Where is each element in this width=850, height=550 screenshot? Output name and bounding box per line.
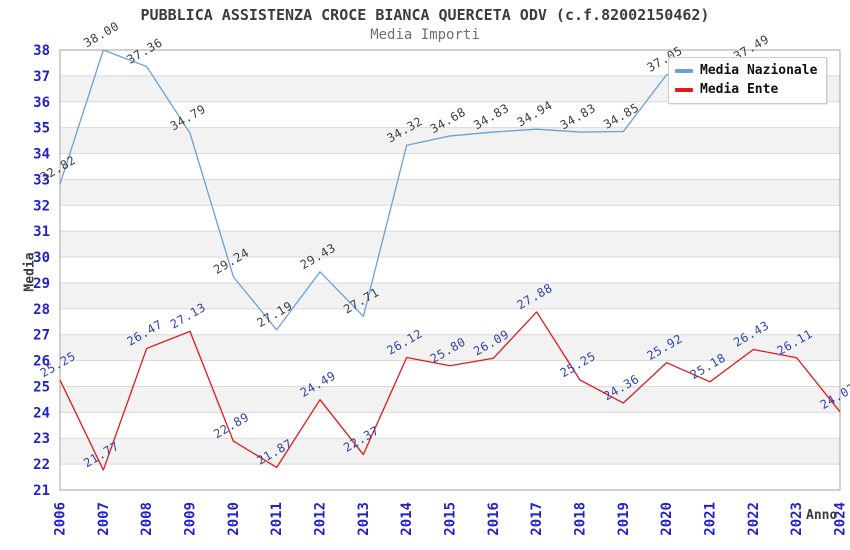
y-tick-label: 34: [33, 147, 50, 163]
x-tick-label: 2017: [529, 502, 545, 536]
x-tick-label: 2010: [226, 502, 242, 536]
legend-line-swatch-ente: [675, 87, 693, 92]
plot-band: [60, 438, 840, 465]
plot-band: [60, 386, 840, 413]
y-tick-label: 30: [33, 250, 50, 266]
plot-band: [60, 464, 840, 490]
x-tick-label: 2006: [53, 502, 69, 536]
y-tick-label: 21: [33, 483, 50, 499]
plot-border: [59, 49, 841, 491]
y-axis-title: Media: [22, 252, 38, 292]
x-tick-label: 2024: [833, 502, 849, 536]
y-tick-label: 28: [33, 302, 50, 318]
plot-band: [60, 153, 840, 180]
y-tick-label: 23: [33, 431, 50, 447]
x-tick-label: 2008: [139, 502, 155, 536]
x-tick-label: 2023: [789, 502, 805, 536]
legend-label-media-ente: Media Ente: [700, 82, 779, 97]
x-tick-label: 2009: [183, 502, 199, 536]
legend: Media Nazionale Media Ente: [668, 57, 828, 104]
x-tick-label: 2018: [573, 502, 589, 536]
plot-band: [60, 334, 840, 361]
x-tick-label: 2019: [616, 502, 632, 536]
y-tick-label: 33: [33, 172, 50, 188]
x-tick-label: 2015: [443, 502, 459, 536]
x-tick-label: 2011: [269, 502, 285, 536]
y-tick-label: 24: [33, 405, 50, 421]
legend-item-media-ente: Media Ente: [675, 82, 817, 97]
x-tick-label: 2016: [486, 502, 502, 536]
plot-band: [60, 308, 840, 335]
plot-band: [60, 412, 840, 439]
y-tick-label: 38: [33, 43, 50, 59]
plot-band: [60, 231, 840, 258]
y-tick-label: 25: [33, 379, 50, 395]
x-tick-label: 2020: [659, 502, 675, 536]
y-tick-label: 31: [33, 224, 50, 240]
x-tick-label: 2013: [356, 502, 372, 536]
x-tick-label: 2014: [399, 502, 415, 536]
plot-band: [60, 257, 840, 283]
x-tick-label: 2022: [746, 502, 762, 536]
y-tick-label: 36: [33, 95, 50, 111]
y-tick-label: 26: [33, 354, 50, 370]
y-tick-label: 29: [33, 276, 50, 292]
x-tick-label: 2021: [703, 502, 719, 536]
plot-band: [60, 205, 840, 232]
y-tick-label: 22: [33, 457, 50, 473]
series-line-media-ente: [59, 311, 841, 471]
series-line-media-nazionale: [59, 49, 754, 331]
y-tick-label: 35: [33, 121, 50, 137]
y-tick-label: 32: [33, 198, 50, 214]
plot-band: [60, 101, 840, 128]
chart-subtitle: Media Importi: [370, 27, 480, 43]
legend-line-swatch-nazionale: [675, 68, 693, 73]
x-tick-label: 2007: [96, 502, 112, 536]
plot-band: [60, 179, 840, 206]
y-tick-label: 37: [33, 69, 50, 85]
chart-title: PUBBLICA ASSISTENZA CROCE BIANCA QUERCET…: [140, 6, 710, 24]
x-axis-title: Anno: [806, 508, 838, 523]
legend-item-media-nazionale: Media Nazionale: [675, 63, 817, 78]
y-tick-label: 27: [33, 328, 50, 344]
legend-label-media-nazionale: Media Nazionale: [700, 63, 818, 78]
x-tick-label: 2012: [313, 502, 329, 536]
plot-band: [60, 282, 840, 309]
